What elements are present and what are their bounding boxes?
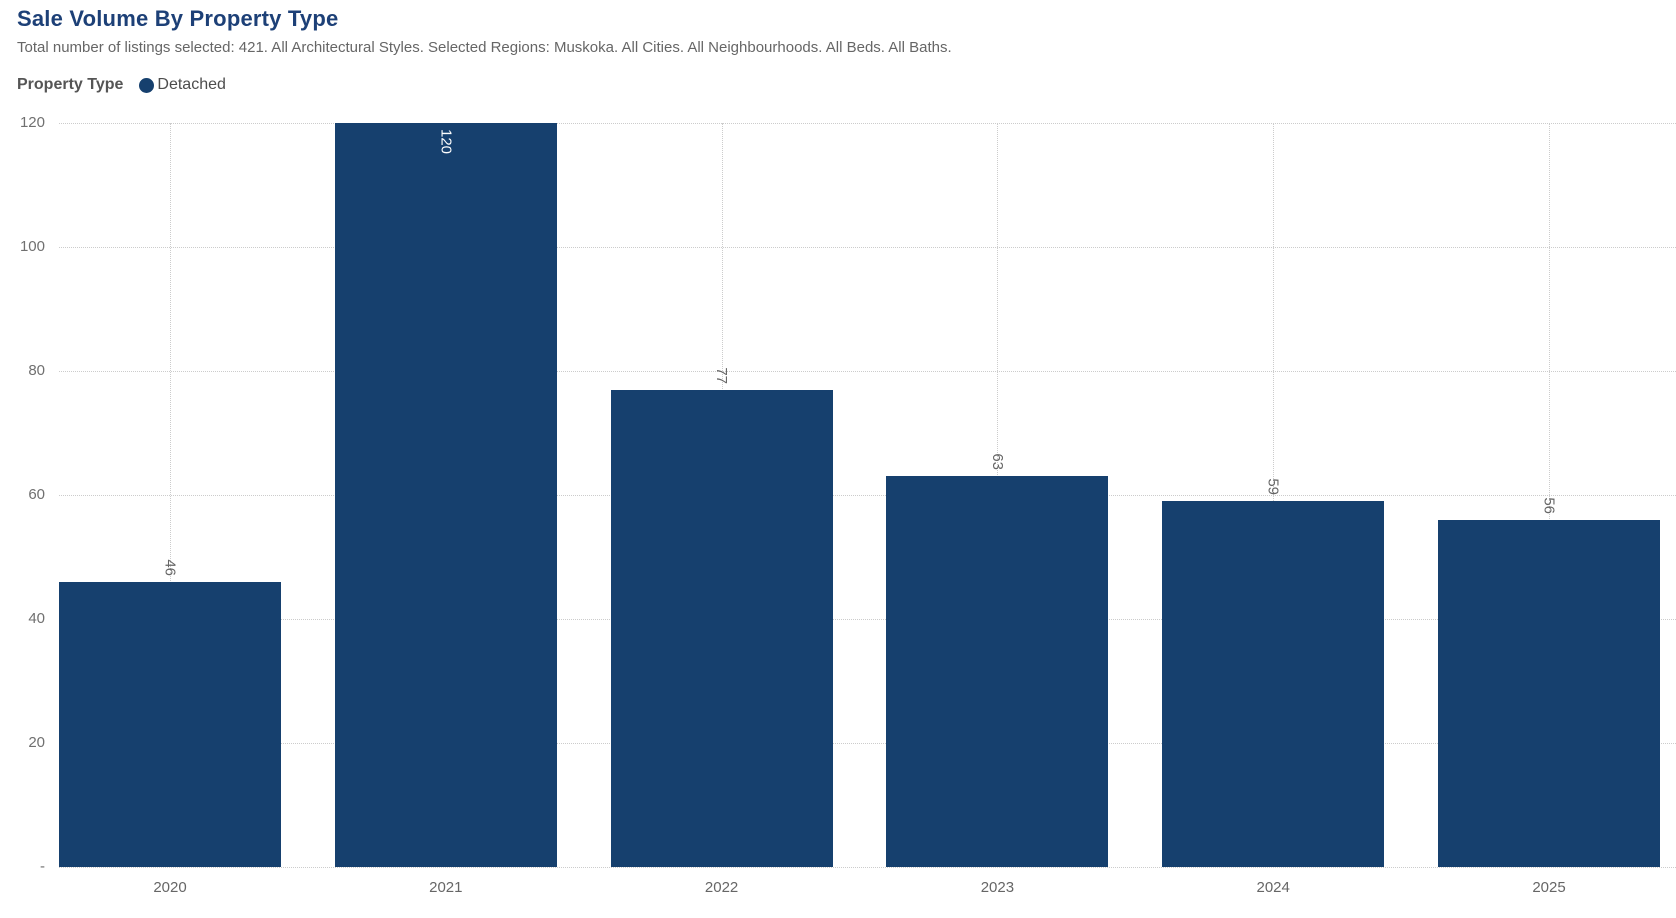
y-axis-tick-label: 60 — [28, 486, 45, 503]
x-gridline — [1549, 123, 1550, 867]
legend-title: Property Type — [17, 76, 124, 93]
y-axis-tick-label: 120 — [19, 114, 45, 131]
bar-value-label: 46 — [161, 559, 179, 576]
bar-2025[interactable] — [1438, 519, 1660, 867]
x-gridline — [1273, 123, 1275, 867]
legend-series-marker-icon[interactable] — [139, 77, 155, 93]
legend: Property Type Detached — [17, 74, 226, 96]
x-axis-label: 2025 — [1532, 879, 1566, 896]
y-axis-tick-label: 100 — [19, 238, 45, 255]
x-axis-label: 2022 — [704, 879, 739, 896]
y-axis-tick-label: 20 — [28, 734, 45, 751]
y-gridline — [59, 495, 1676, 496]
x-axis-label: 2023 — [980, 879, 1015, 896]
bar-value-label: 77 — [713, 366, 731, 384]
y-axis-tick-label: 40 — [28, 610, 45, 627]
y-gridline — [59, 743, 1676, 744]
bar-2022[interactable] — [610, 389, 833, 867]
legend-series-label[interactable]: Detached — [157, 76, 226, 93]
bar-value-label: 56 — [1540, 497, 1558, 514]
chart-title: Sale Volume By Property Type — [17, 6, 339, 31]
bar-value-label: 63 — [988, 453, 1006, 471]
y-gridline — [59, 619, 1676, 620]
y-gridline — [59, 371, 1676, 372]
bar-2021[interactable] — [334, 123, 557, 867]
chart-subtitle: Total number of listings selected: 421. … — [17, 39, 952, 56]
y-gridline — [59, 867, 1676, 868]
x-axis-label: 2024 — [1256, 879, 1290, 896]
y-axis-tick-label: - — [40, 858, 45, 875]
bar-value-label: 120 — [437, 129, 455, 155]
y-axis-tick-label: 80 — [28, 362, 45, 379]
x-axis-label: 2021 — [429, 879, 463, 896]
bar-2023[interactable] — [886, 476, 1109, 867]
bar-2020[interactable] — [59, 581, 281, 867]
y-gridline — [59, 247, 1676, 248]
y-gridline — [59, 123, 1676, 124]
x-gridline — [170, 123, 171, 867]
bar-value-label: 59 — [1264, 478, 1282, 496]
x-axis-label: 2020 — [153, 879, 187, 896]
bar-2024[interactable] — [1162, 501, 1385, 867]
